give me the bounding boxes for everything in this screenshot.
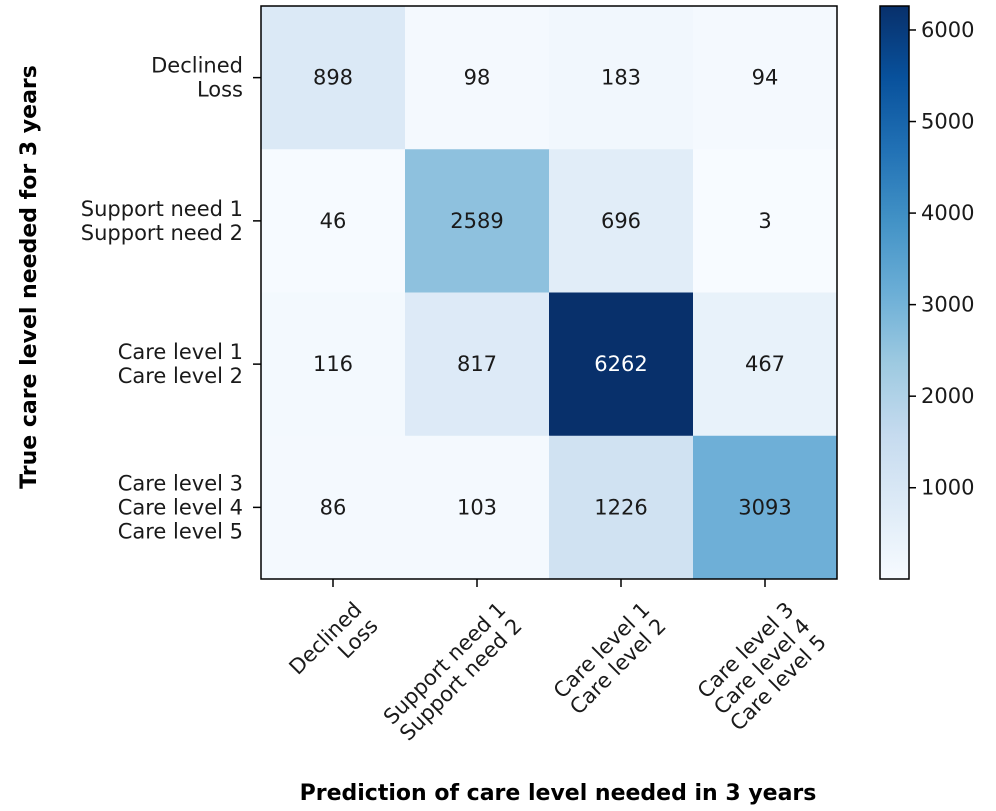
heatmap-cell (693, 435, 838, 580)
heatmap-cell (261, 435, 406, 580)
colorbar-tick-label: 1000 (921, 476, 974, 500)
heatmap-cell (693, 149, 838, 293)
heatmap-cell (549, 149, 694, 293)
cell-value-label: 94 (752, 66, 779, 90)
cell-value-label: 2589 (450, 209, 503, 233)
cell-value-label: 817 (457, 352, 497, 376)
x-tick-label: Support need 1Support need 2 (379, 597, 527, 745)
cell-value-label: 1226 (594, 495, 647, 519)
x-tick-label: Care level 1Care level 2 (549, 597, 671, 719)
colorbar-tick-label: 5000 (921, 110, 974, 134)
x-tick-label: DeclinedLoss (284, 597, 382, 695)
colorbar-tick-label: 3000 (921, 293, 974, 317)
heatmap-cell (549, 6, 694, 150)
cell-value-label: 116 (313, 352, 353, 376)
cell-value-label: 98 (464, 66, 491, 90)
cell-value-label: 86 (320, 495, 347, 519)
y-tick-label: Care level 1 Care level 2 (118, 340, 243, 388)
heatmap-cell (405, 435, 550, 580)
cell-value-label: 46 (320, 209, 347, 233)
heatmap-cell (261, 292, 406, 437)
cell-value-label: 3 (758, 209, 771, 233)
cell-value-label: 3093 (738, 495, 791, 519)
heatmap-cell (405, 292, 550, 437)
y-axis-ticks: Declined Loss Support need 1 Support need 2… (81, 54, 261, 543)
plot-frame (260, 5, 838, 580)
x-tick-label: Care level 3Care level 4Care level 5 (693, 597, 831, 735)
cell-value-label: 898 (313, 66, 353, 90)
cell-value-label: 103 (457, 495, 497, 519)
cell-value-label: 183 (601, 66, 641, 90)
heatmap-cell (693, 292, 838, 437)
y-axis-title: True care level needed for 3 years (17, 65, 42, 489)
colorbar-tick-label: 6000 (921, 18, 974, 42)
x-axis-title: Prediction of care level needed in 3 yea… (300, 781, 817, 806)
colorbar-tick-label: 2000 (921, 384, 974, 408)
colorbar-ticks: 1000 2000 3000 4000 5000 6000 (909, 18, 974, 500)
heatmap-cell-labels: 898 98 183 94 46 2589 696 3 116 817 6262 467 86 103 12… (313, 66, 792, 520)
cell-value-label: 467 (745, 352, 785, 376)
y-tick-label: Declined Loss (151, 54, 243, 102)
heatmap-cells (261, 6, 838, 580)
y-tick-label: Support need 1 Support need 2 (81, 197, 243, 245)
heatmap-cell (549, 435, 694, 580)
heatmap-cell (693, 6, 838, 150)
colorbar-tick-label: 4000 (921, 201, 974, 225)
heatmap-cell (549, 292, 694, 437)
colorbar: 1000 2000 3000 4000 5000 6000 (879, 5, 974, 580)
colorbar-gradient (879, 5, 910, 580)
heatmap-cell (405, 6, 550, 150)
heatmap-cell (405, 149, 550, 293)
y-tick-label: Care level 3 Care level 4 Care level 5 (118, 471, 243, 543)
cell-value-label: 6262 (594, 352, 647, 376)
cell-value-label: 696 (601, 209, 641, 233)
heatmap-cell (261, 149, 406, 293)
heatmap-cell (261, 6, 406, 150)
